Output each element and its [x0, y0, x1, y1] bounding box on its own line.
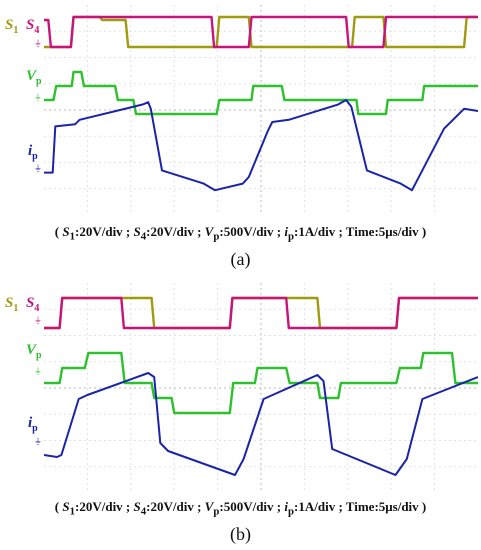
channel-label-s4: S4: [26, 295, 40, 314]
oscilloscope-trace-area-a: [44, 5, 478, 215]
oscilloscope-trace-area-b: [44, 283, 478, 493]
channel-label-s4: S4: [26, 17, 40, 36]
ground-marker-vp: ⏚: [34, 367, 42, 376]
ground-marker-s: ⏚: [34, 39, 42, 48]
ground-marker-ip: ⏚: [34, 164, 42, 173]
panel-label-b: (b): [230, 524, 251, 544]
oscilloscope-svg-a: [44, 5, 478, 215]
trace-ip: [44, 99, 478, 192]
channel-label-s1: S1: [5, 295, 19, 314]
channel-label-ip: ip: [28, 415, 38, 434]
scale-caption-a: ( S1:20V/div ; S4:20V/div ; Vp:500V/div …: [54, 224, 427, 243]
oscilloscope-svg-b: [44, 283, 478, 493]
figure-panel-a: S1 S4 ⏚ Vp ⏚ ip ⏚ ( S1:20V/div ; S4:20V/…: [5, 5, 478, 269]
channel-label-s1: S1: [5, 17, 19, 36]
channel-label-vp: Vp: [26, 342, 42, 361]
panel-label-a: (a): [230, 249, 251, 269]
trace-s4: [44, 15, 478, 49]
ground-marker-ip: ⏚: [34, 437, 42, 446]
channel-label-vp: Vp: [26, 68, 42, 87]
scale-caption-b: ( S1:20V/div ; S4:20V/div ; Vp:500V/div …: [54, 499, 427, 518]
trace-vp: [44, 70, 478, 116]
channel-label-ip: ip: [28, 143, 38, 162]
trace-s4: [44, 296, 478, 330]
ground-marker-vp: ⏚: [34, 93, 42, 102]
ground-marker-s: ⏚: [34, 316, 42, 325]
figure-panel-b: S1 S4 ⏚ Vp ⏚ ip ⏚ ( S1:20V/div ; S4:20V/…: [0, 275, 481, 550]
trace-ip: [44, 372, 478, 476]
trace-vp: [44, 351, 478, 415]
